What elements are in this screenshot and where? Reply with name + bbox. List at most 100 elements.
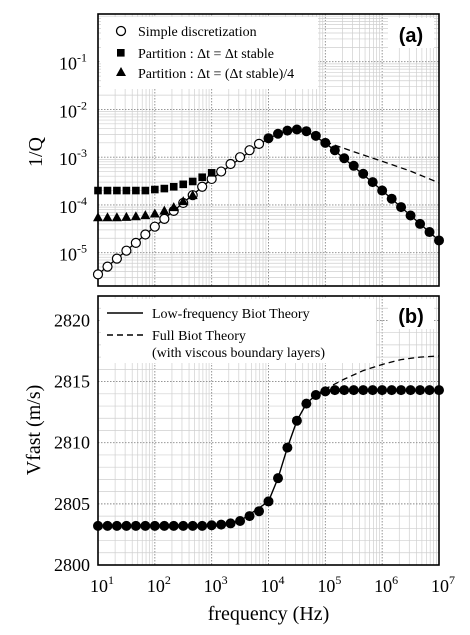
x-tick-label: 101 <box>90 573 114 596</box>
partition-quarter-point <box>159 205 170 215</box>
filled-circle-point-b <box>358 385 369 396</box>
simple-discretization-point <box>216 166 227 177</box>
filled-circle-point-b <box>301 398 312 409</box>
filled-circle-point-b <box>159 520 170 531</box>
filled-circle-point-a <box>282 125 293 136</box>
partition-quarter-point <box>93 212 103 222</box>
legend-label-partition-stable: Partition : Δt = Δt stable <box>138 47 274 62</box>
partition-stable-point <box>151 185 159 194</box>
partition-stable-point <box>103 186 112 195</box>
legend-marker-square <box>117 49 125 57</box>
x-tick-label: 107 <box>431 573 455 596</box>
partition-stable-point <box>122 186 131 195</box>
y-axis-label-a: 1/Q <box>25 136 47 167</box>
simple-discretization-point <box>149 221 160 232</box>
x-axis-label: frequency (Hz) <box>208 603 330 625</box>
filled-circle-point-b <box>178 520 189 531</box>
simple-discretization-point <box>102 261 113 272</box>
x-tick-label: 104 <box>261 573 285 596</box>
partition-stable-point <box>207 169 216 177</box>
legend-marker-triangle <box>116 67 126 76</box>
filled-circle-point-b <box>168 520 179 531</box>
filled-circle-point-a <box>405 210 416 221</box>
y-axis-label-b: Vfast (m/s) <box>23 385 45 476</box>
filled-circle-point-b <box>197 520 208 531</box>
partition-quarter-point <box>121 211 132 221</box>
filled-circle-point-a <box>386 193 397 204</box>
filled-circle-point-a <box>396 202 407 213</box>
filled-circle-point-b <box>244 511 255 522</box>
filled-circle-point-b <box>310 390 321 401</box>
filled-circle-point-a <box>273 128 284 139</box>
y-tick-label-a: 10-1 <box>59 51 87 74</box>
partition-quarter-point <box>102 212 113 222</box>
filled-circle-point-b <box>377 385 388 396</box>
filled-circle-point-b <box>216 519 227 530</box>
legend-label-full-biot: Full Biot Theory <box>152 329 246 344</box>
simple-discretization-point <box>197 181 208 192</box>
y-tick-label-a: 10-4 <box>59 194 87 217</box>
legend-box-a <box>101 17 318 89</box>
simple-discretization-point <box>159 213 170 224</box>
filled-circle-point-b <box>339 385 350 396</box>
filled-circle-point-b <box>187 520 198 531</box>
plot-frame <box>97 295 440 566</box>
filled-circle-point-b <box>263 496 274 507</box>
filled-circle-point-a <box>358 168 369 179</box>
filled-circle-point-a <box>291 124 302 135</box>
y-tick-label-b: 2800 <box>54 555 90 575</box>
filled-circle-point-b <box>254 506 265 517</box>
y-tick-label-b: 2805 <box>54 494 90 514</box>
filled-circle-point-a <box>310 130 321 141</box>
partition-stable-point <box>160 184 169 193</box>
legend-label-partition-quarter: Partition : Δt = (Δt stable)/4 <box>138 67 294 82</box>
partition-quarter-point <box>130 211 141 221</box>
filled-circle-point-b <box>206 520 217 531</box>
filled-circle-point-a <box>339 153 350 164</box>
partition-stable-point <box>179 180 188 189</box>
filled-circle-point-b <box>405 385 416 396</box>
panel-tag-bg-b <box>388 299 434 329</box>
partition-stable-point <box>113 186 121 195</box>
partition-quarter-point <box>149 208 160 218</box>
partition-stable-point <box>169 182 178 191</box>
filled-circle-point-b <box>102 520 113 531</box>
filled-circle-point-b <box>348 385 359 396</box>
filled-circle-point-b <box>235 515 246 526</box>
filled-circle-point-b <box>140 520 151 531</box>
filled-circle-point-b <box>329 385 340 396</box>
plot-frame <box>97 13 440 287</box>
simple-discretization-point <box>234 152 246 163</box>
filled-circle-point-b <box>367 385 378 396</box>
simple-discretization-point <box>92 269 104 280</box>
filled-circle-point-b <box>273 473 284 484</box>
x-tick-label: 105 <box>317 573 341 596</box>
panel-tag-bg-a <box>388 18 434 48</box>
filled-circle-point-a <box>377 185 388 196</box>
panel-tag-b: (b) <box>398 306 424 328</box>
filled-circle-point-a <box>320 137 331 148</box>
filled-circle-point-a <box>424 227 435 238</box>
y-tick-label-a: 10-5 <box>59 242 87 265</box>
filled-circle-point-a <box>329 145 340 156</box>
x-tick-label: 102 <box>147 573 171 596</box>
simple-discretization-point <box>244 145 255 156</box>
full-biot-dashed-line <box>315 355 440 396</box>
legend-box-b <box>101 299 376 363</box>
x-tick-label: 103 <box>204 573 228 596</box>
y-tick-label-a: 10-3 <box>59 146 87 169</box>
legend-label-simple: Simple discretization <box>138 25 257 40</box>
partition-quarter-point <box>140 210 151 220</box>
partition-stable-point <box>198 173 206 182</box>
filled-circle-point-b <box>111 520 122 531</box>
filled-circle-point-b <box>149 520 160 531</box>
filled-circle-point-b <box>386 385 397 396</box>
partition-stable-point <box>132 186 140 195</box>
filled-circle-point-b <box>121 520 132 531</box>
filled-circle-point-b <box>130 520 141 531</box>
filled-circle-point-b <box>93 520 103 531</box>
simple-discretization-point <box>253 138 265 149</box>
partition-quarter-point <box>187 190 198 200</box>
panel-tag-a: (a) <box>399 25 423 47</box>
